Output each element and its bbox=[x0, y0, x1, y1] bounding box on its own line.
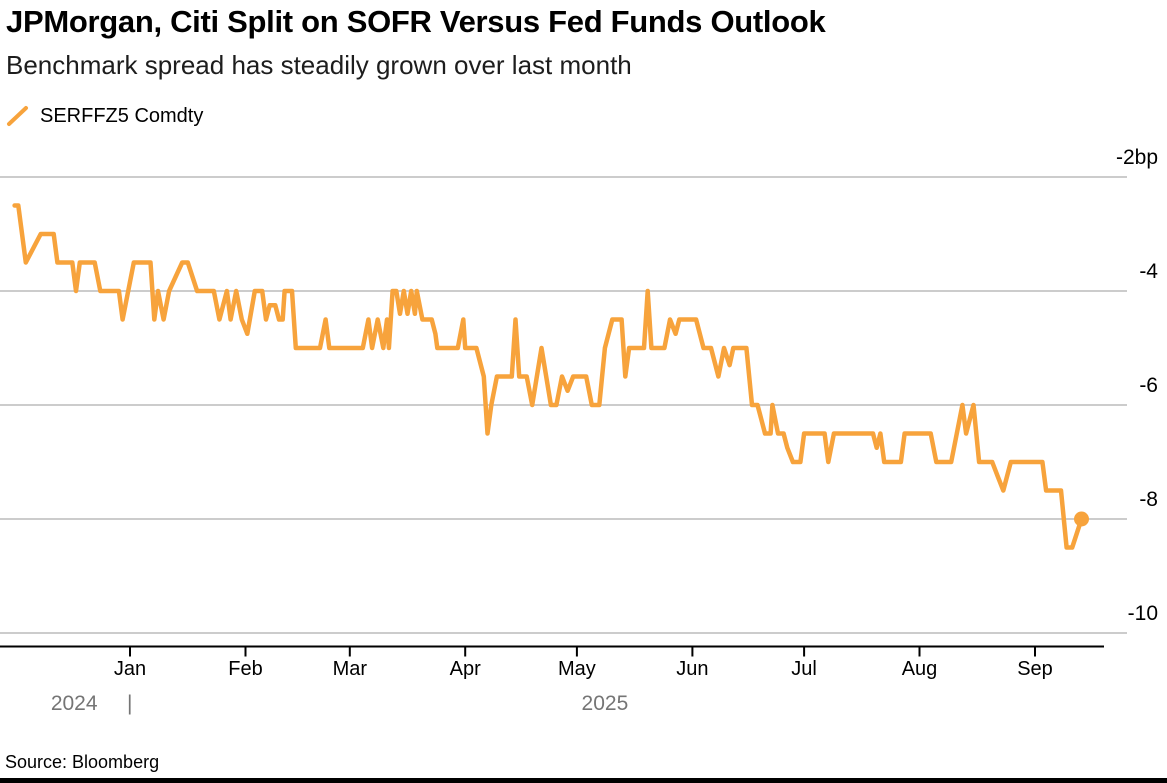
year-divider: | bbox=[127, 692, 133, 715]
series-line bbox=[12, 203, 1084, 550]
chart-title: JPMorgan, Citi Split on SOFR Versus Fed … bbox=[6, 4, 826, 39]
year-label: 2025 bbox=[581, 692, 629, 715]
last-point-marker bbox=[1074, 511, 1089, 527]
legend-line-swatch-icon bbox=[7, 106, 28, 126]
plot-area bbox=[0, 176, 1127, 657]
legend-series-label: SERFFZ5 Comdty bbox=[40, 104, 204, 127]
source-label: Source: Bloomberg bbox=[5, 752, 160, 772]
bottom-rule bbox=[0, 778, 1167, 783]
year-label: 2024 bbox=[50, 692, 98, 715]
legend: SERFFZ5 Comdty bbox=[6, 104, 203, 128]
chart-subtitle: Benchmark spread has steadily grown over… bbox=[6, 50, 632, 80]
